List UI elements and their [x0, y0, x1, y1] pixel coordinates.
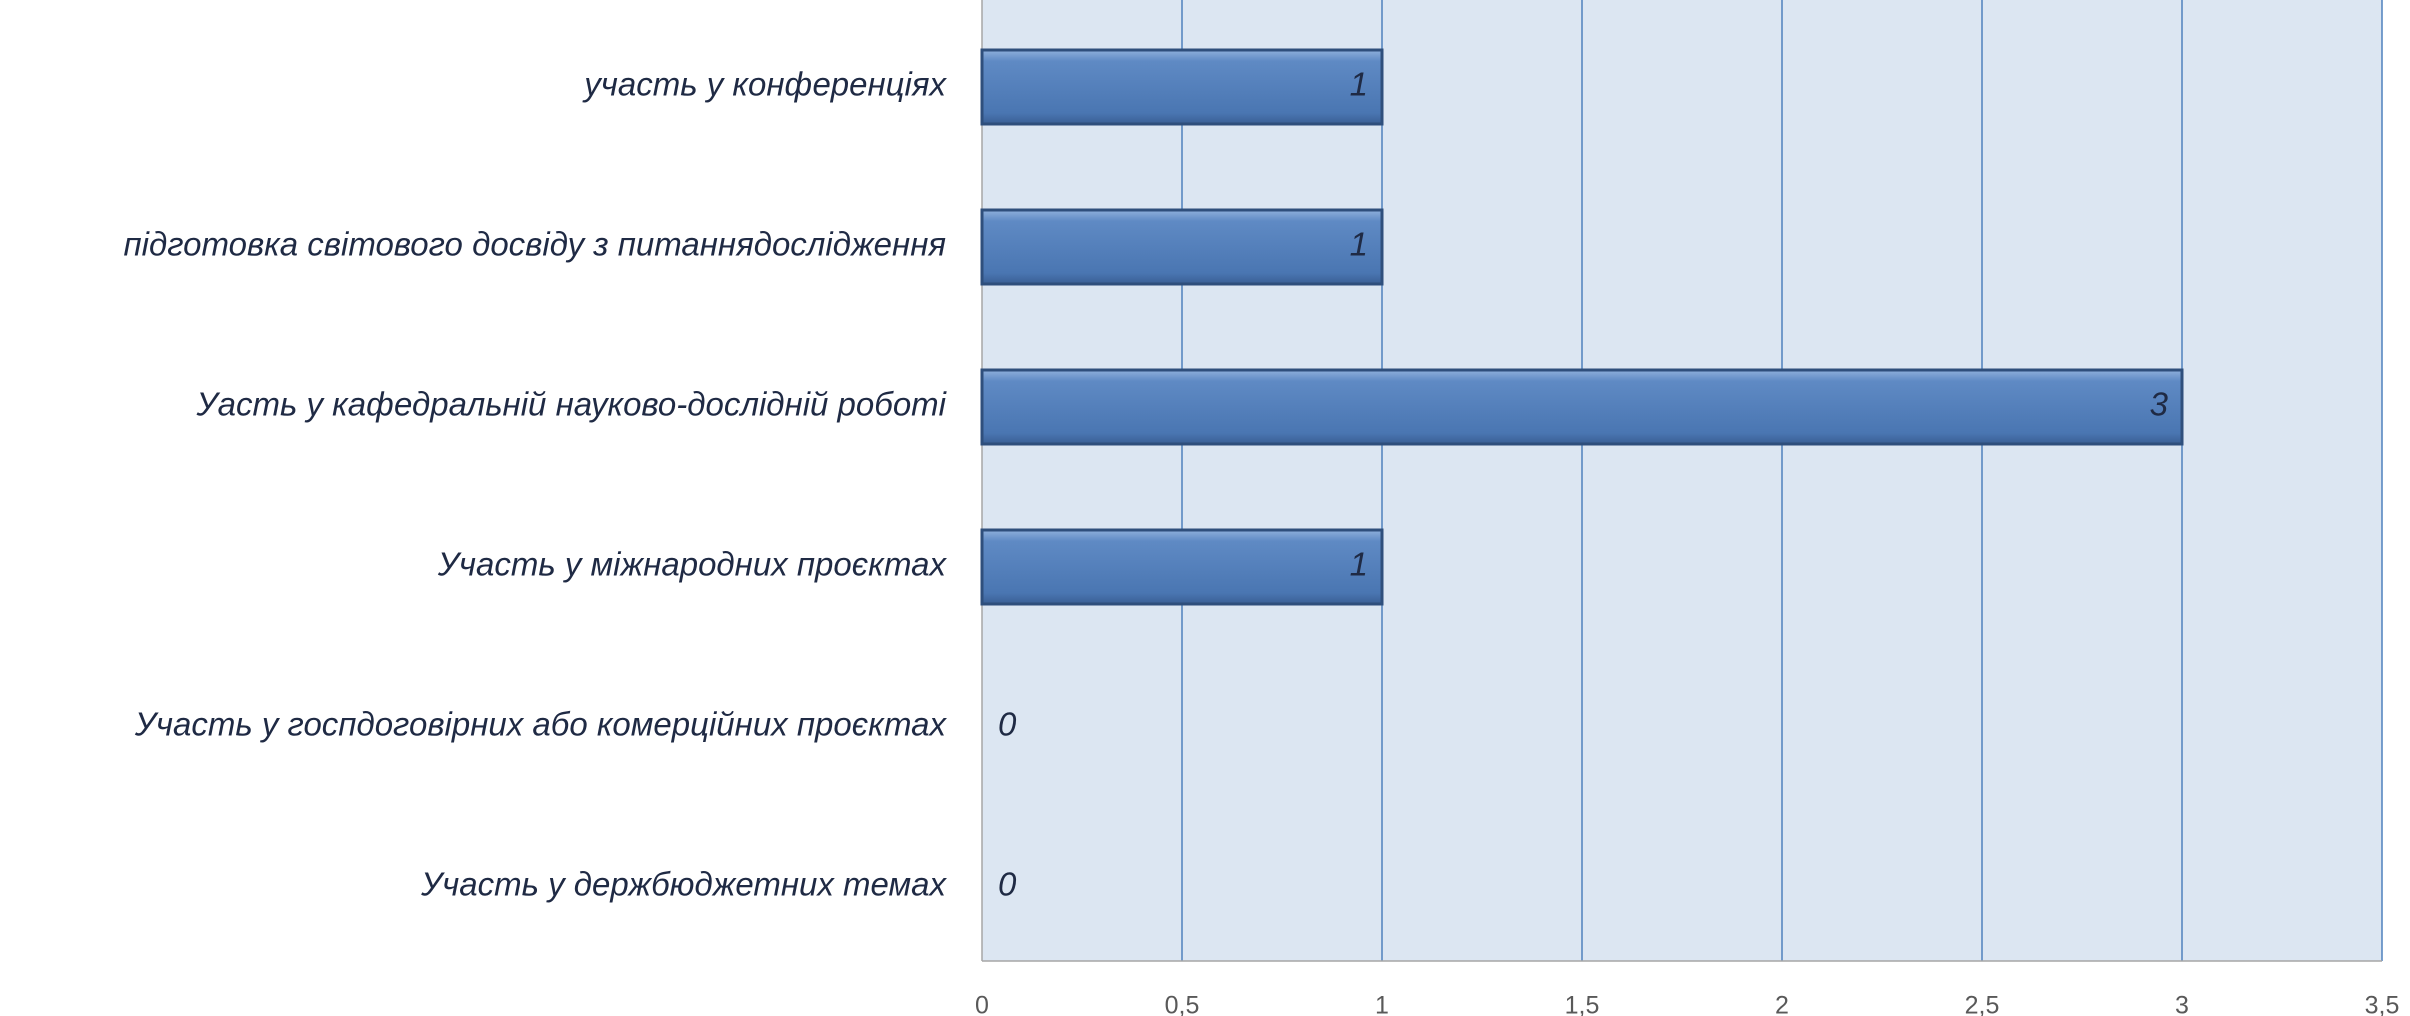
x-tick-label: 3,5	[2365, 992, 2400, 1016]
x-tick-label: 2	[1775, 992, 1789, 1016]
x-tick-label: 1,5	[1565, 992, 1600, 1016]
x-tick-label: 1	[1375, 992, 1389, 1016]
y-tick-label: участь у конференціях	[582, 66, 947, 103]
y-tick-label: Участь у госпдоговірних або комерційних …	[134, 706, 948, 743]
y-tick-label: Участь у міжнародних проєктах	[437, 546, 948, 583]
y-tick-label: підготовка світового досвіду з питаннядо…	[123, 226, 946, 263]
data-label: 3	[2150, 386, 2169, 423]
data-label: 1	[1350, 66, 1368, 103]
bar	[980, 48, 1384, 126]
data-label: 0	[998, 706, 1017, 743]
x-tick-label: 0	[975, 992, 989, 1016]
y-tick-label: Уасть у кафедральній науково-дослідній р…	[196, 386, 948, 423]
plot-area	[982, 0, 2382, 961]
data-label: 0	[998, 866, 1017, 903]
bar	[980, 528, 1384, 606]
data-label: 1	[1350, 546, 1368, 583]
y-tick-label: Участь у держбюджетних темах	[420, 866, 947, 903]
x-tick-label: 2,5	[1965, 992, 2000, 1016]
bar	[980, 368, 2184, 446]
data-label: 1	[1350, 226, 1368, 263]
x-tick-label: 3	[2175, 992, 2189, 1016]
bar	[980, 208, 1384, 286]
x-tick-label: 0,5	[1165, 992, 1200, 1016]
